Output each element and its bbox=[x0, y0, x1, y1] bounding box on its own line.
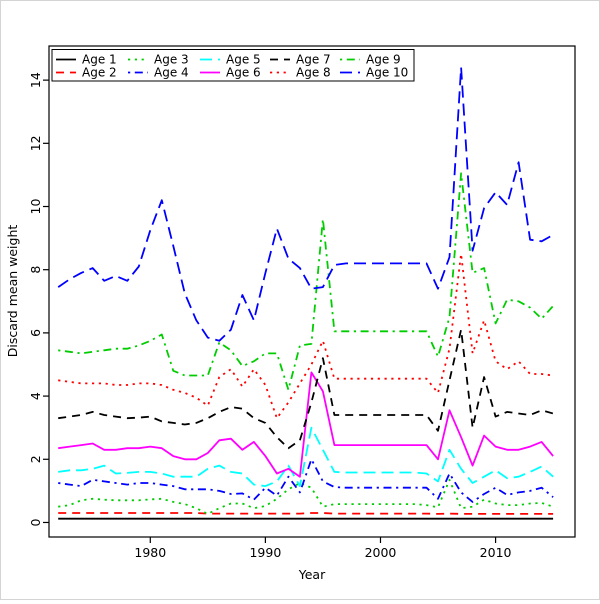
series-line-age-7 bbox=[58, 328, 554, 450]
series-line-age-2 bbox=[58, 512, 554, 515]
legend-label: Age 5 bbox=[226, 53, 261, 67]
x-tick-label: 2010 bbox=[480, 545, 512, 560]
y-tick-label: 14 bbox=[28, 72, 43, 88]
legend-label: Age 6 bbox=[226, 66, 261, 80]
legend-item-age-3: Age 3 bbox=[128, 53, 189, 67]
series-line-age-6 bbox=[58, 371, 554, 478]
x-axis: 1980 1990 2000 2010 bbox=[134, 537, 512, 560]
legend-item-age-7: Age 7 bbox=[270, 53, 331, 67]
series-line-age-5 bbox=[58, 426, 554, 488]
legend-box bbox=[51, 49, 415, 82]
x-tick-label: 1990 bbox=[249, 545, 281, 560]
y-tick-label: 12 bbox=[28, 135, 43, 151]
legend-item-age-1: Age 1 bbox=[56, 53, 117, 67]
legend-item-age-5: Age 5 bbox=[200, 53, 261, 67]
legend-label: Age 2 bbox=[82, 66, 117, 80]
legend-item-age-8: Age 8 bbox=[270, 66, 331, 80]
series-line-age-8 bbox=[58, 252, 554, 420]
series-line-age-10 bbox=[57, 66, 554, 342]
legend-item-age-6: Age 6 bbox=[200, 66, 261, 80]
y-tick-label: 4 bbox=[28, 392, 43, 400]
series-line-age-4 bbox=[58, 458, 554, 503]
legend-label: Age 10 bbox=[366, 66, 408, 80]
legend-item-age-9: Age 9 bbox=[340, 53, 401, 67]
legend-item-age-4: Age 4 bbox=[128, 66, 189, 80]
x-axis-title: Year bbox=[298, 567, 326, 582]
legend-item-age-10: Age 10 bbox=[340, 66, 408, 80]
x-tick-label: 1980 bbox=[134, 545, 166, 560]
legend-item-age-2: Age 2 bbox=[56, 66, 117, 80]
y-tick-label: 10 bbox=[28, 199, 43, 215]
legend-label: Age 8 bbox=[296, 66, 331, 80]
y-tick-label: 2 bbox=[28, 455, 43, 463]
x-tick-label: 2000 bbox=[365, 545, 397, 560]
plot-border bbox=[48, 45, 576, 538]
legend-label: Age 7 bbox=[296, 53, 331, 67]
legend-label: Age 9 bbox=[366, 53, 401, 67]
series-line-age-3 bbox=[58, 478, 554, 515]
legend-label: Age 1 bbox=[82, 53, 117, 67]
y-tick-label: 0 bbox=[28, 518, 43, 526]
y-axis: 0 2 4 6 8 10 12 14 bbox=[28, 72, 49, 526]
y-tick-label: 6 bbox=[28, 329, 43, 337]
series-lines bbox=[57, 66, 554, 520]
y-tick-label: 8 bbox=[28, 266, 43, 274]
series-line-age-9 bbox=[58, 172, 554, 391]
y-axis-title: Discard mean weight bbox=[5, 225, 20, 358]
legend-label: Age 3 bbox=[154, 53, 189, 67]
legend-label: Age 4 bbox=[154, 66, 189, 80]
